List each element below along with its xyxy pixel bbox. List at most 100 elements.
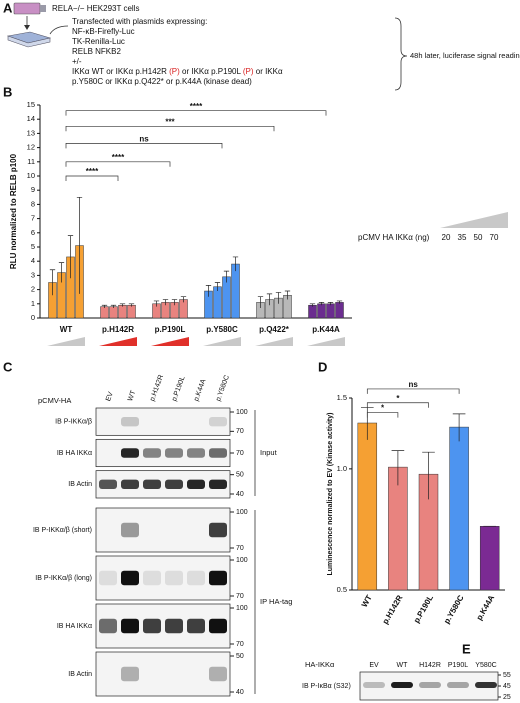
lane-label: WT bbox=[127, 389, 138, 402]
x-tick-label: p.H142R bbox=[381, 593, 405, 625]
bar bbox=[449, 426, 469, 591]
marker-label: 100 bbox=[236, 557, 248, 564]
x-tick-label: p.K44A bbox=[312, 325, 340, 334]
y-tick-label: 0.5 bbox=[337, 585, 347, 594]
marker-label: 55 bbox=[503, 672, 511, 679]
legend-label: 35 bbox=[458, 233, 467, 242]
blot-strip bbox=[95, 470, 231, 499]
band bbox=[121, 570, 139, 586]
y-tick-label: 4 bbox=[31, 256, 35, 265]
lane-label: p.K44A bbox=[193, 378, 208, 402]
row-label: IB Actin bbox=[68, 671, 92, 678]
lane-label: p.P190L bbox=[171, 375, 187, 402]
bar bbox=[388, 466, 408, 591]
bar bbox=[222, 276, 231, 319]
band bbox=[187, 479, 205, 490]
plasmid-line: TK-Renilla-Luc bbox=[72, 37, 125, 46]
band bbox=[187, 570, 205, 586]
y-tick-label: 5 bbox=[31, 242, 35, 251]
plate-side bbox=[7, 35, 51, 48]
blot-strip bbox=[95, 651, 231, 697]
band bbox=[165, 570, 183, 586]
text-segment: or IKKα p.P190L bbox=[180, 67, 243, 76]
text-segment: NF-κB-Firefly-Luc bbox=[72, 27, 135, 36]
significance-label: * bbox=[381, 404, 385, 413]
error-bar bbox=[452, 413, 466, 442]
marker-label: 100 bbox=[236, 409, 248, 416]
dose-wedge bbox=[99, 337, 137, 346]
error-bar bbox=[223, 270, 230, 283]
band bbox=[143, 479, 161, 490]
band bbox=[447, 682, 469, 688]
marker-label: 70 bbox=[236, 593, 244, 600]
error-bar bbox=[336, 300, 343, 304]
significance-bracket bbox=[65, 175, 119, 181]
lane-label: p.H142R bbox=[149, 374, 165, 402]
construct-label: HA-IKKα bbox=[305, 660, 335, 669]
panel-label: B bbox=[3, 84, 12, 99]
bar bbox=[308, 304, 317, 319]
marker-label: 50 bbox=[236, 653, 244, 660]
marker-label: 25 bbox=[503, 694, 511, 701]
band bbox=[209, 570, 227, 586]
marker-label: 100 bbox=[236, 605, 248, 612]
band bbox=[209, 448, 227, 458]
band bbox=[143, 448, 161, 458]
error-bar bbox=[101, 304, 108, 309]
significance-bracket bbox=[366, 402, 429, 408]
error-bar bbox=[391, 450, 405, 486]
row-label: IB Actin bbox=[68, 481, 92, 488]
dose-wedge bbox=[47, 337, 85, 346]
plasmid-line: RELB NFKB2 bbox=[72, 47, 121, 56]
panel-label: A bbox=[3, 0, 13, 15]
x-tick-label: p.Y580C bbox=[206, 325, 238, 334]
y-tick-label: 6 bbox=[31, 228, 35, 237]
significance-label: ns bbox=[139, 134, 149, 143]
bar bbox=[127, 304, 136, 319]
lane-label: p.Y580C bbox=[215, 374, 231, 402]
significance-label: *** bbox=[165, 117, 175, 126]
text-segment: RELB NFKB2 bbox=[72, 47, 121, 56]
marker-label: 70 bbox=[236, 450, 244, 457]
significance-bracket bbox=[65, 125, 275, 132]
y-tick-label: 14 bbox=[27, 114, 35, 123]
lane-label: WT bbox=[397, 662, 409, 669]
legend-label: 20 bbox=[442, 233, 451, 242]
arrow-head bbox=[24, 25, 30, 30]
error-bar bbox=[180, 296, 187, 303]
band bbox=[165, 448, 183, 458]
bar bbox=[317, 303, 326, 319]
band bbox=[165, 479, 183, 490]
band bbox=[165, 618, 183, 634]
dose-wedge bbox=[307, 337, 345, 346]
bar bbox=[479, 526, 500, 591]
y-tick-label: 7 bbox=[31, 214, 35, 223]
flask-icon bbox=[13, 2, 41, 15]
bar bbox=[357, 422, 378, 591]
y-tick-label: 11 bbox=[27, 157, 35, 166]
blot-strip bbox=[95, 603, 231, 649]
band bbox=[209, 479, 227, 490]
marker-label: 40 bbox=[236, 689, 244, 696]
lane-label: Y580C bbox=[475, 662, 496, 669]
dose-wedge bbox=[255, 337, 293, 346]
marker-label: 70 bbox=[236, 545, 244, 552]
error-bar bbox=[318, 302, 325, 306]
y-tick-label: 9 bbox=[31, 185, 35, 194]
error-bar bbox=[309, 303, 316, 307]
marker-label: 50 bbox=[236, 472, 244, 479]
error-bar bbox=[119, 303, 126, 307]
text-segment: IKKα WT or IKKα p.H142R bbox=[72, 67, 169, 76]
blot-strip bbox=[359, 671, 499, 701]
band bbox=[209, 416, 227, 427]
blot-strip bbox=[95, 407, 231, 436]
plasmid-line: p.Y580C or IKKα p.Q422* or p.K44A (kinas… bbox=[72, 77, 252, 86]
error-bar bbox=[171, 299, 178, 306]
plasmid-line: +/- bbox=[72, 57, 82, 66]
error-bar bbox=[76, 196, 83, 294]
x-tick-label: p.P190L bbox=[412, 593, 435, 624]
error-bar bbox=[67, 235, 74, 279]
bar bbox=[100, 306, 109, 319]
marker-label: 70 bbox=[236, 641, 244, 648]
